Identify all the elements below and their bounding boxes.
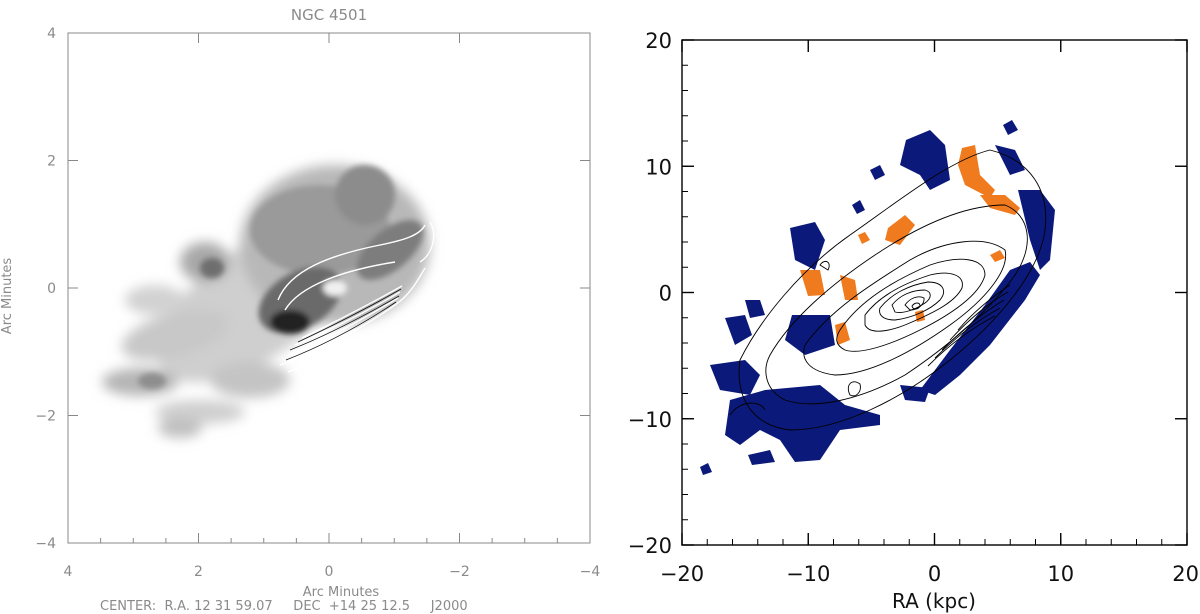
left-x-tick-label: 4 (64, 564, 73, 580)
right-axes-frame (681, 39, 1188, 546)
right-x-tick-label: −10 (786, 562, 830, 586)
left-center-footer: CENTER: R.A. 12 31 59.07 DEC +14 25 12.5… (100, 599, 468, 614)
right-y-tick-label: −10 (628, 408, 672, 432)
left-x-tick-label: 0 (325, 564, 334, 580)
left-y-tick-label: −4 (35, 536, 56, 552)
left-y-tick-label: 0 (47, 281, 56, 297)
right-y-tick-label: −20 (628, 534, 672, 558)
left-x-tick-label: −4 (580, 564, 601, 580)
left-y-tick-label: 2 (47, 154, 56, 170)
right-y-tick-label: 20 (645, 29, 672, 53)
right-y-tick-label: 0 (659, 282, 672, 306)
left-y-axis-label: Arc Minutes (0, 258, 15, 335)
right-x-ticks: −20 −10 0 10 20 (660, 40, 1199, 586)
right-x-tick-label: −20 (660, 562, 704, 586)
left-x-tick-label: 2 (194, 564, 203, 580)
left-panel: NGC 4501 (0, 6, 600, 614)
galaxy-grayscale-image (102, 165, 435, 438)
left-y-ticks: −4 −2 0 2 4 (35, 26, 590, 552)
left-x-ticks: 4 2 0 −2 −4 (64, 33, 601, 580)
right-panel: −20 −10 0 10 20 20 10 0 −10 −20 RA (kpc) (628, 29, 1199, 613)
right-y-ticks: 20 10 0 −10 −20 (628, 29, 1187, 558)
left-x-tick-label: −2 (449, 564, 470, 580)
left-chart-title: NGC 4501 (291, 6, 367, 24)
left-x-axis-label: Arc Minutes (303, 585, 380, 600)
velocity-residual-map (700, 120, 1055, 475)
right-x-tick-label: 20 (1172, 562, 1199, 586)
left-y-tick-label: −2 (35, 409, 56, 425)
right-x-tick-label: 10 (1047, 562, 1074, 586)
right-y-tick-label: 10 (645, 155, 672, 179)
right-x-tick-label: 0 (928, 562, 941, 586)
right-x-axis-label: RA (kpc) (892, 589, 976, 613)
left-y-tick-label: 4 (47, 26, 56, 42)
